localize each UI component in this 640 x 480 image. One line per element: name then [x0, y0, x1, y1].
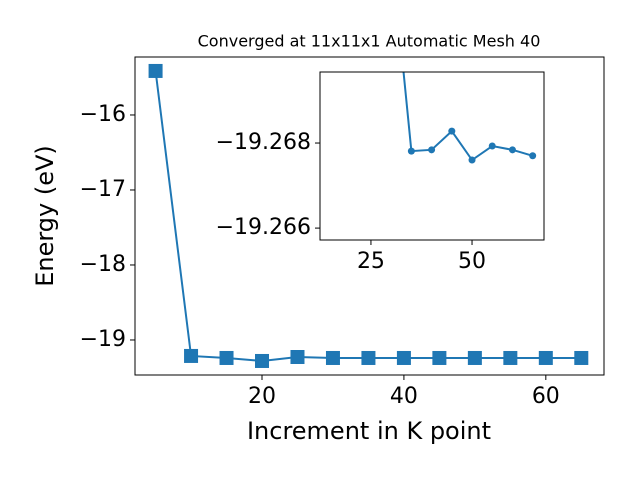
marker	[432, 350, 447, 365]
marker	[448, 127, 456, 135]
axes-frame	[319, 71, 545, 241]
y-tick-label: −17	[80, 177, 126, 202]
marker	[574, 350, 589, 365]
y-tick-label: −18	[80, 252, 126, 277]
marker	[529, 152, 537, 160]
marker	[325, 350, 340, 365]
marker	[407, 147, 415, 155]
y-tick-label: −19	[80, 327, 126, 352]
marker	[468, 156, 476, 164]
plot-area	[148, 63, 589, 368]
plot-area	[402, 72, 537, 164]
y-tick-label: −16	[80, 102, 126, 127]
marker	[148, 63, 163, 78]
marker	[219, 350, 234, 365]
axes-frame	[134, 56, 605, 376]
marker	[361, 350, 376, 365]
marker	[488, 142, 496, 150]
y-tick-label: −19.268	[216, 130, 311, 155]
chart-title: Converged at 11x11x1 Automatic Mesh 40	[198, 32, 541, 51]
x-tick-label: 50	[458, 249, 486, 274]
y-axis-label: Energy (eV)	[31, 145, 59, 287]
x-tick-label: 40	[390, 384, 418, 409]
marker	[184, 348, 199, 363]
x-tick-label: 20	[248, 384, 276, 409]
x-tick-label: 25	[357, 249, 385, 274]
marker	[467, 350, 482, 365]
marker	[538, 350, 553, 365]
marker	[428, 146, 436, 154]
x-axis-label: Increment in K point	[247, 417, 491, 445]
marker	[503, 350, 518, 365]
marker	[255, 353, 270, 368]
marker	[396, 350, 411, 365]
marker	[290, 350, 305, 364]
x-tick-label: 60	[532, 384, 560, 409]
y-tick-label: −19.266	[216, 215, 311, 240]
marker	[508, 146, 516, 154]
